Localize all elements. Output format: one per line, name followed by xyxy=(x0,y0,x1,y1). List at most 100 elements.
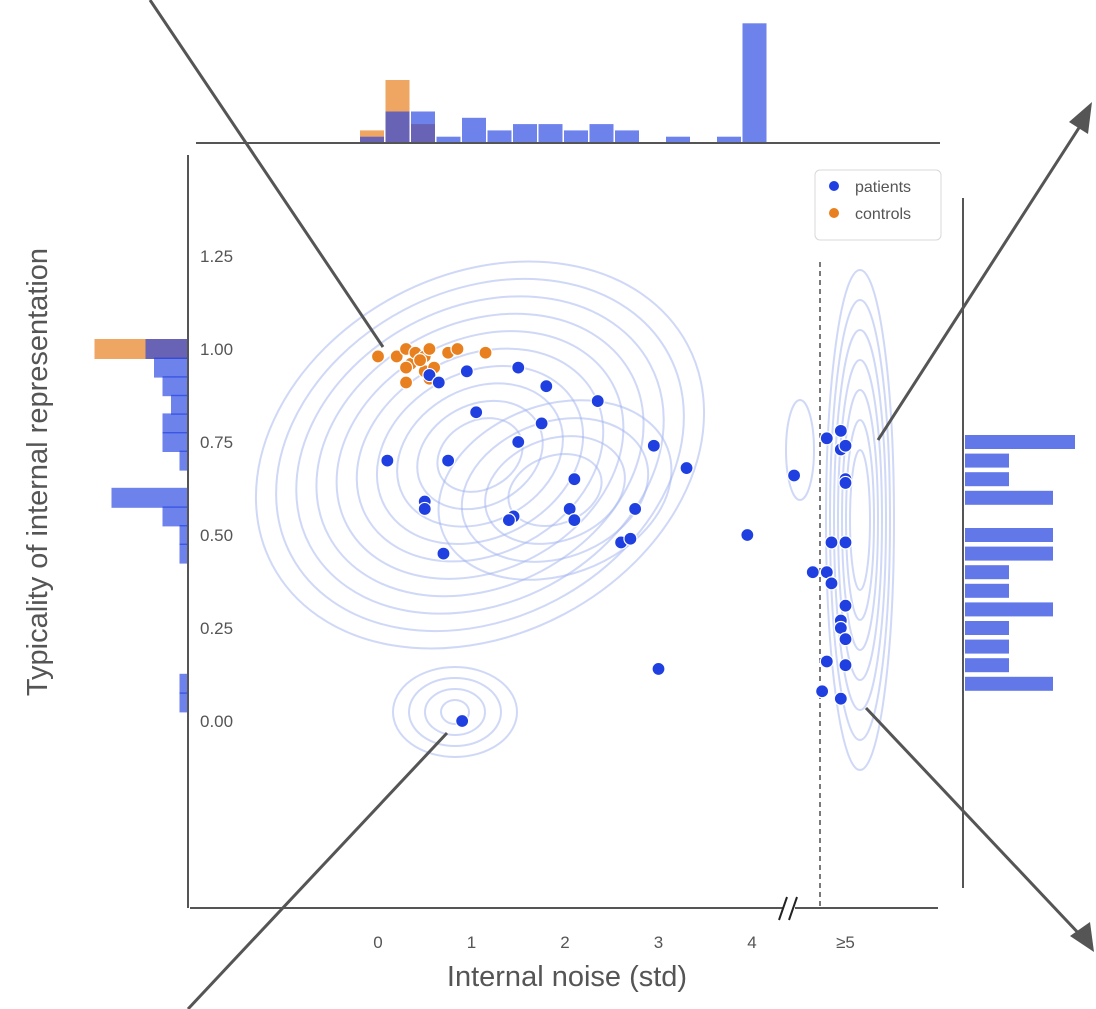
density-contour xyxy=(837,359,883,681)
density-contour xyxy=(436,417,524,493)
top-marginal-histogram xyxy=(360,23,767,143)
patient-point xyxy=(838,438,853,453)
axis-break-mark xyxy=(778,896,798,921)
arrow-line xyxy=(186,731,449,1009)
density-contour xyxy=(315,312,645,598)
patient-point xyxy=(838,632,853,647)
top-hist-bar-patients xyxy=(666,136,690,143)
legend-label-controls: controls xyxy=(855,206,911,223)
right-hist-bar-patients xyxy=(965,453,1009,468)
patient-point xyxy=(590,393,605,409)
density-contour xyxy=(392,666,518,758)
left-hist-bar-patients xyxy=(179,692,188,713)
x-tick-label: 2 xyxy=(560,933,569,952)
patient-point xyxy=(786,468,802,483)
density-contour xyxy=(825,269,895,771)
x-axis-title: Internal noise (std) xyxy=(447,961,687,993)
patient-point xyxy=(511,434,526,450)
y-axis-title: Typicality of internal representation xyxy=(22,248,54,696)
control-point xyxy=(450,341,465,357)
top-hist-bar-patients xyxy=(360,136,384,143)
arrow-line xyxy=(148,0,385,348)
patient-point xyxy=(623,531,638,546)
annotation-arrows xyxy=(148,0,1094,1009)
density-contour xyxy=(275,277,685,633)
patient-point xyxy=(380,453,395,468)
x-tick-label: 0 xyxy=(373,933,382,952)
patient-point xyxy=(441,453,456,468)
patient-point xyxy=(815,684,830,699)
control-point xyxy=(370,349,386,364)
right-hist-bar-patients xyxy=(965,658,1009,673)
right-hist-bar-patients xyxy=(965,435,1075,449)
x-tick-label: 1 xyxy=(467,933,476,952)
patient-point xyxy=(628,501,643,517)
control-point xyxy=(412,353,428,368)
arrow-head xyxy=(1069,102,1092,134)
y-tick-label: 0.75 xyxy=(200,433,233,452)
right-hist-bar-patients xyxy=(965,490,1053,505)
patient-point xyxy=(819,654,834,669)
x-tick-label: 3 xyxy=(654,933,663,952)
top-hist-bar-patients xyxy=(487,130,512,143)
legend-marker-controls xyxy=(829,208,839,218)
left-hist-bar-patients xyxy=(162,432,188,452)
top-hist-bar-patients xyxy=(717,136,741,143)
control-point xyxy=(422,341,437,357)
top-hist-bar-patients xyxy=(436,136,461,143)
patient-point xyxy=(511,360,526,375)
y-tick-label: 0.25 xyxy=(200,619,233,638)
top-hist-bar-patients xyxy=(742,23,767,143)
top-hist-bar-patients xyxy=(385,111,410,143)
density-contour xyxy=(295,295,665,615)
patient-point xyxy=(833,691,848,706)
patient-point xyxy=(824,535,839,550)
arrow-line xyxy=(864,706,1085,940)
left-hist-bar-patients xyxy=(179,673,188,694)
scatter-points xyxy=(370,341,853,729)
left-hist-bar-patients xyxy=(162,413,188,434)
top-hist-bar-patients xyxy=(589,124,614,143)
axes: 0 1 2 3 4 ≥5 0.00 0.25 0.50 0.75 1.00 1.25 xyxy=(187,142,964,952)
left-hist-bar-patients xyxy=(179,450,188,471)
top-hist-bar-patients xyxy=(615,130,639,143)
density-contour xyxy=(829,299,891,741)
patient-point xyxy=(469,405,484,420)
density-contour xyxy=(785,399,815,501)
density-contour xyxy=(335,330,625,580)
patient-point xyxy=(431,375,446,390)
patient-point xyxy=(833,423,848,438)
top-hist-bar-patients xyxy=(462,117,486,143)
right-hist-bar-patients xyxy=(965,565,1009,580)
density-contour xyxy=(424,688,486,736)
patient-point xyxy=(459,364,474,379)
right-marginal-histogram xyxy=(965,435,1075,691)
density-contour xyxy=(845,419,875,621)
control-point xyxy=(389,349,404,364)
control-point xyxy=(398,360,414,375)
density-contour xyxy=(849,449,871,591)
legend-label-patients: patients xyxy=(855,179,911,196)
y-tick-label: 1.00 xyxy=(200,340,233,359)
patient-point xyxy=(838,475,853,491)
density-contour xyxy=(460,417,650,563)
left-hist-bar-patients xyxy=(145,339,188,359)
patient-point xyxy=(436,546,451,561)
y-tick-label: 1.25 xyxy=(200,247,233,266)
top-hist-bar-patients xyxy=(411,111,435,143)
patient-point xyxy=(740,527,755,543)
density-contours xyxy=(254,260,895,771)
density-contour xyxy=(440,699,470,725)
density-contour xyxy=(408,677,502,747)
arrow-head xyxy=(1070,922,1094,952)
arrow-line xyxy=(876,119,1086,441)
right-hist-bar-patients xyxy=(965,472,1009,487)
patient-point xyxy=(679,460,694,476)
legend-marker-patients xyxy=(829,181,839,191)
legend-box xyxy=(814,169,942,241)
left-hist-bar-patients xyxy=(154,357,188,378)
density-contour xyxy=(841,389,879,651)
patient-point xyxy=(567,472,582,487)
right-hist-bar-patients xyxy=(965,621,1009,635)
